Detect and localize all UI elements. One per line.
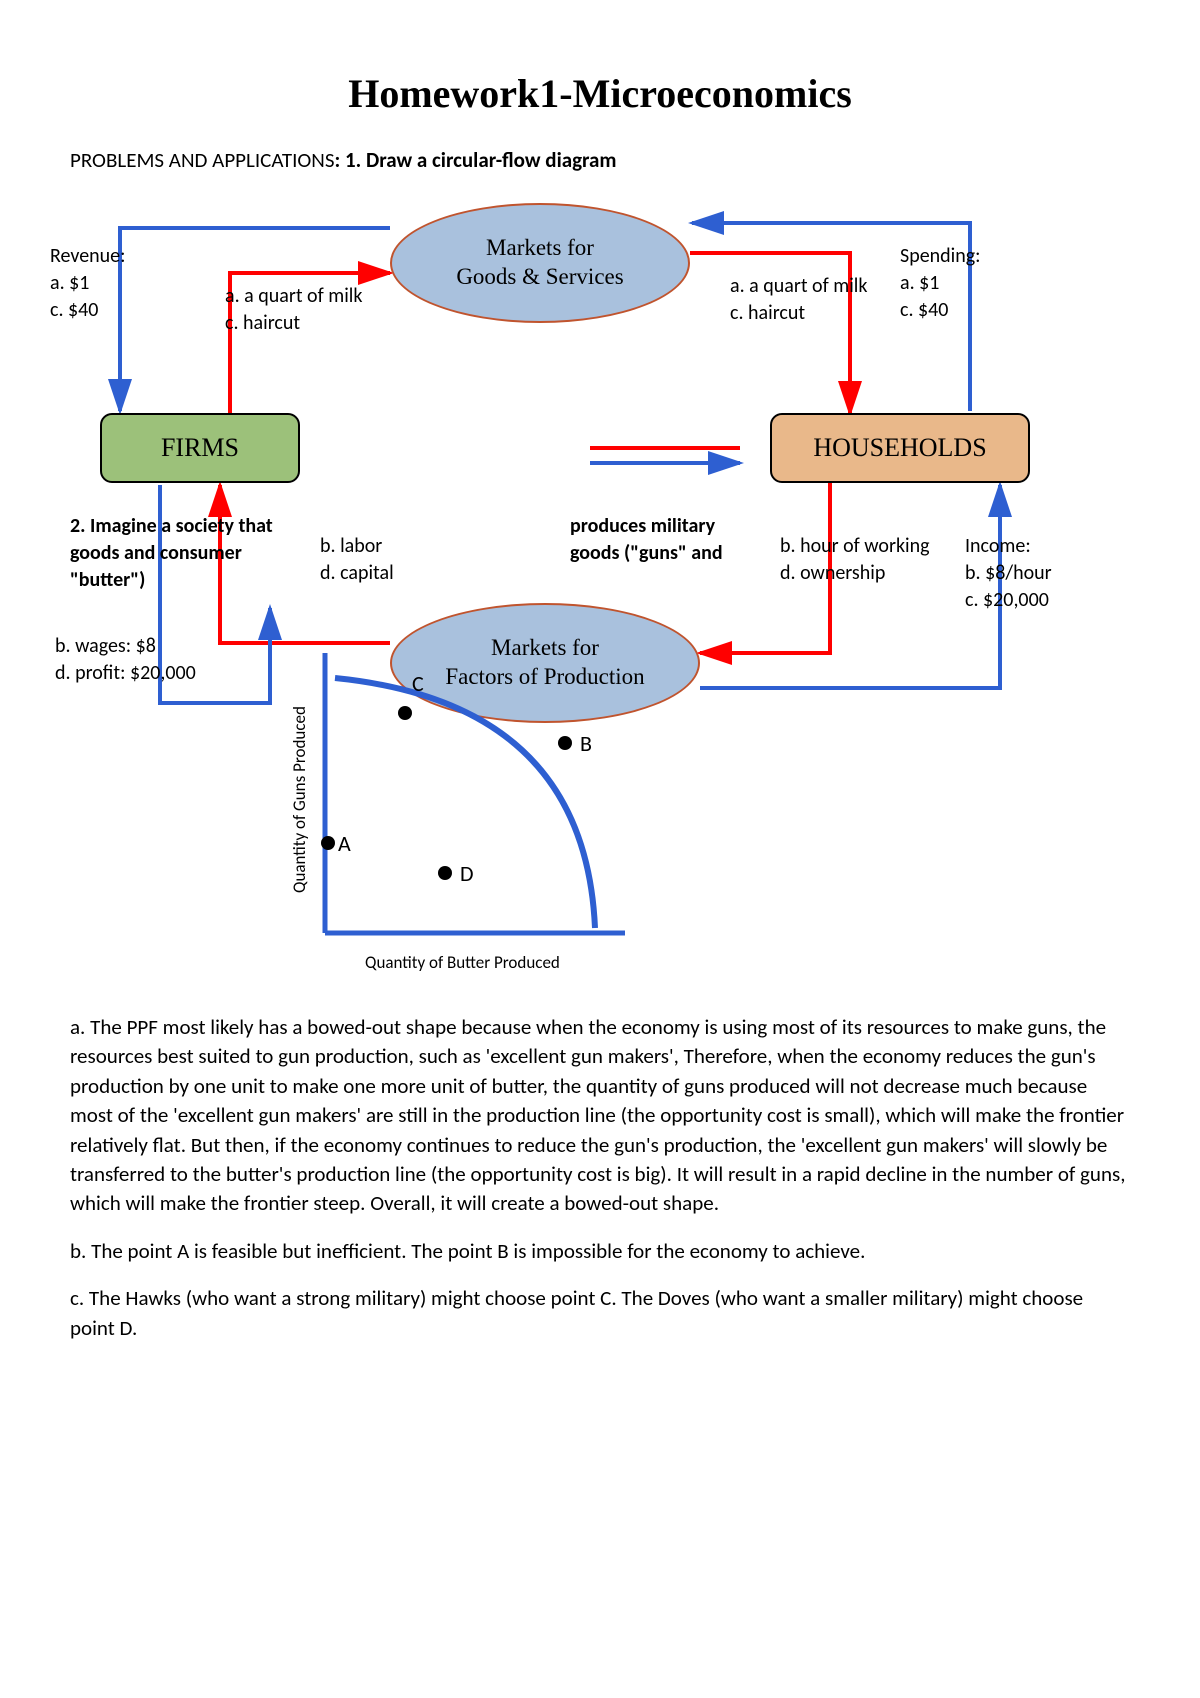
label-wages: b. wages: $8d. profit: $20,000 <box>55 633 196 687</box>
svg-text:A: A <box>338 830 351 857</box>
page-title: Homework1-Microeconomics <box>70 70 1130 117</box>
svg-text:Quantity of Guns Produced: Quantity of Guns Produced <box>289 706 310 893</box>
svg-text:C: C <box>412 670 424 697</box>
svg-text:B: B <box>580 730 592 757</box>
subtitle-plain: PROBLEMS AND APPLICATIONS <box>70 147 335 173</box>
markets-goods-node: Markets forGoods & Services <box>390 203 690 323</box>
label-q2_right: produces militarygoods ("guns" and <box>570 513 723 567</box>
label-goods_right: a. a quart of milkc. haircut <box>730 273 867 327</box>
svg-text:D: D <box>460 860 474 887</box>
firms-node: FIRMS <box>100 413 300 483</box>
households-node: HOUSEHOLDS <box>770 413 1030 483</box>
svg-text:Quantity of Butter Produced: Quantity of Butter Produced <box>365 952 560 973</box>
answers-block: a. The PPF most likely has a bowed-out s… <box>70 1013 1130 1343</box>
ppf-chart: A C B D Quantity of Butter Produced Quantity … <box>280 613 680 993</box>
subtitle: PROBLEMS AND APPLICATIONS: 1. Draw a cir… <box>70 147 1130 173</box>
label-q2_left: 2. Imagine a society thatgoods and consu… <box>70 513 273 594</box>
answer-c: c. The Hawks (who want a strong military… <box>70 1284 1130 1343</box>
label-income: Income:b. $8/hourc. $20,000 <box>965 533 1052 614</box>
circular-flow-diagram: Markets forGoods & ServicesMarkets forFa… <box>70 193 1130 973</box>
subtitle-bold: : 1. Draw a circular-flow diagram <box>335 147 617 173</box>
label-goods_left: a. a quart of milkc. haircut <box>225 283 362 337</box>
answer-a: a. The PPF most likely has a bowed-out s… <box>70 1013 1130 1219</box>
label-hour: b. hour of workingd. ownership <box>780 533 930 587</box>
label-spending: Spending:a. $1c. $40 <box>900 243 981 324</box>
label-revenue: Revenue:a. $1c. $40 <box>50 243 125 324</box>
answer-b: b. The point A is feasible but inefficie… <box>70 1237 1130 1266</box>
label-labor: b. labord. capital <box>320 533 394 587</box>
